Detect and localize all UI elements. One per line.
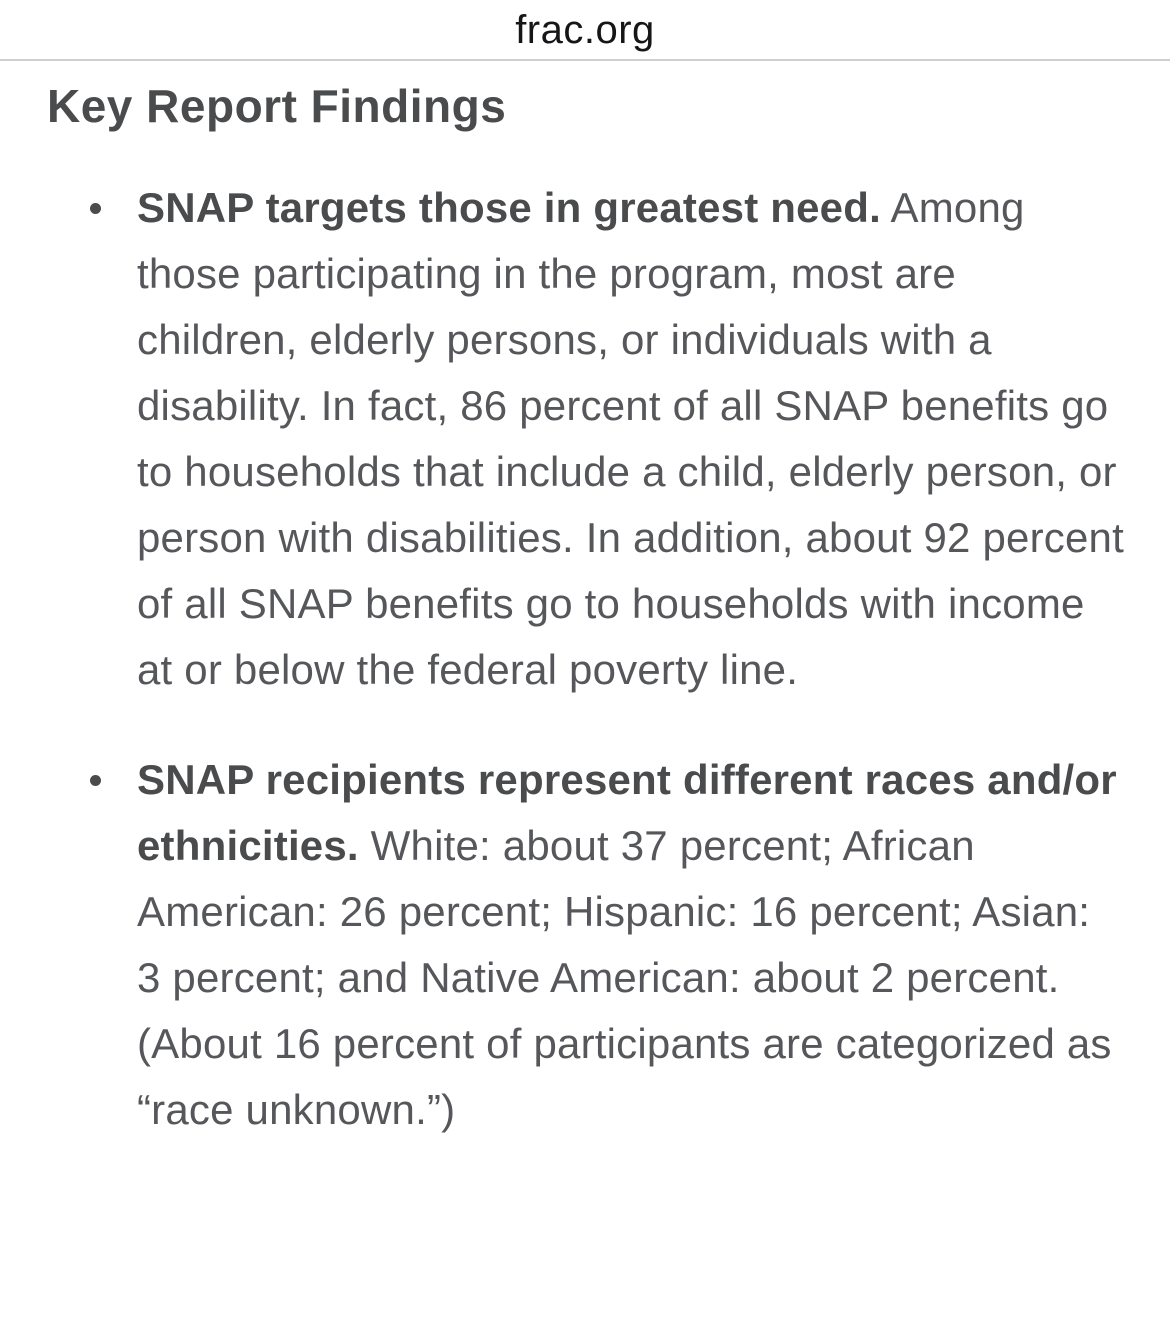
key-findings-list: SNAP targets those in greatest need. Amo… (47, 175, 1125, 1143)
address-bar-site-label: frac.org (515, 7, 655, 52)
finding-lead-text: SNAP targets those in greatest need. (137, 184, 881, 231)
finding-lead-text: SNAP recipients represent different race… (137, 756, 1117, 869)
finding-body-text: Among those participating in the program… (137, 184, 1124, 693)
browser-address-bar[interactable]: frac.org (0, 0, 1170, 61)
list-item: SNAP recipients represent different race… (90, 747, 1125, 1143)
finding-body-text: White: about 37 percent; African America… (137, 822, 1112, 1133)
page-title: Key Report Findings (47, 80, 507, 132)
bullet-icon (90, 203, 101, 214)
bullet-icon (90, 775, 101, 786)
list-item: SNAP targets those in greatest need. Amo… (90, 175, 1125, 703)
article-content: Key Report Findings SNAP targets those i… (0, 79, 1170, 1143)
